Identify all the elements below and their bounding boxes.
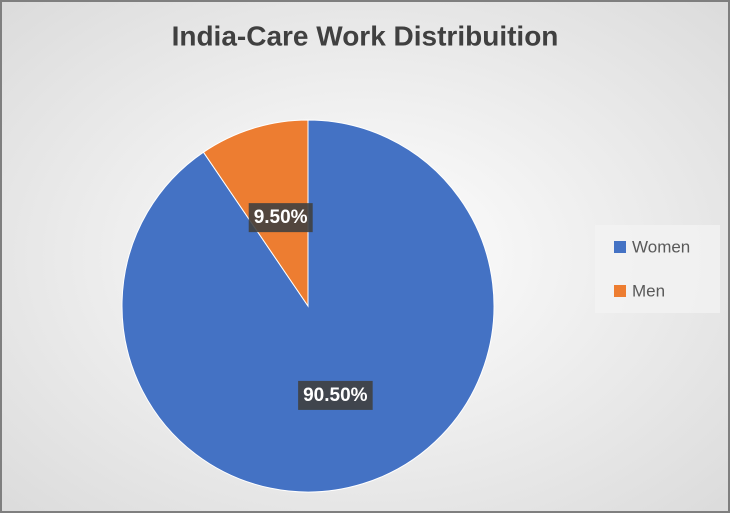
- data-label: 9.50%: [254, 207, 308, 228]
- legend-swatch: [614, 241, 626, 253]
- chart-title: India-Care Work Distribuition: [172, 20, 559, 51]
- legend-label: Women: [632, 237, 690, 256]
- legend-box: [595, 225, 720, 313]
- legend-label: Men: [632, 281, 665, 300]
- data-label-box: [298, 380, 373, 410]
- data-label: 90.50%: [303, 385, 368, 406]
- legend-swatch: [614, 285, 626, 297]
- data-label-box: [248, 203, 313, 233]
